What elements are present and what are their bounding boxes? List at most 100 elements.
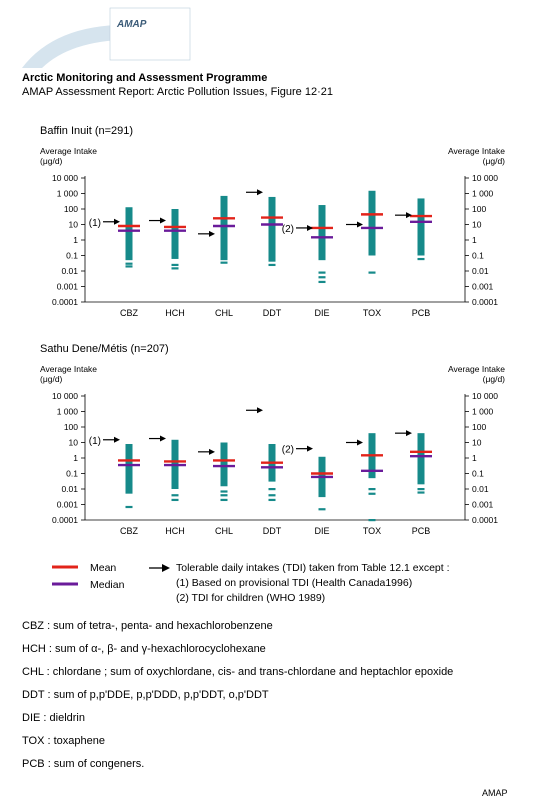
tdi-note: (1) (89, 218, 101, 229)
outlier-mark (171, 498, 179, 502)
y-axis-unit-left: (μg/d) (40, 156, 63, 166)
outlier-mark (417, 491, 425, 494)
outlier-mark (220, 490, 228, 493)
y-tick-label-left: 10 000 (52, 173, 78, 183)
definition-cbz: CBZ : sum of tetra-, penta- and hexachlo… (22, 620, 273, 632)
outlier-mark (268, 494, 276, 497)
range-bar (417, 198, 425, 256)
x-tick-label: CHL (215, 308, 233, 318)
y-tick-label-right: 1 (472, 453, 477, 463)
x-tick-label: HCH (165, 308, 185, 318)
y-tick-label-right: 0.001 (472, 500, 494, 510)
x-tick-label: DDT (263, 308, 282, 318)
outlier-mark (368, 271, 376, 274)
y-tick-label-left: 100 (64, 422, 78, 432)
y-tick-label-left: 1 000 (57, 407, 79, 417)
tdi-arrowhead (257, 189, 263, 196)
y-axis-unit-right: (μg/d) (483, 156, 506, 166)
tdi-arrowhead (209, 230, 215, 237)
definition-ddt: DDT : sum of p,p'DDE, p,p'DDD, p,p'DDT, … (22, 689, 269, 701)
y-tick-label-right: 0.1 (472, 469, 484, 479)
chart-baffin-inuit: Baffin Inuit (n=291) Average Intake (μg/d)… (0, 122, 550, 327)
outlier-mark (125, 265, 133, 268)
page-subtitle: AMAP Assessment Report: Arctic Pollution… (22, 86, 333, 98)
x-tick-label: TOX (363, 308, 381, 318)
y-tick-label-right: 10 000 (472, 173, 498, 183)
logo-text: AMAP (116, 19, 147, 30)
y-tick-label-right: 0.01 (472, 266, 489, 276)
tdi-arrowhead (209, 448, 215, 455)
tdi-arrowhead (257, 407, 263, 414)
outlier-mark (220, 494, 228, 497)
range-bar (368, 190, 376, 256)
x-tick-label: DIE (314, 526, 329, 536)
outlier-mark (125, 262, 133, 265)
y-axis-label-left: Average Intake (40, 364, 97, 374)
range-bar (220, 442, 228, 487)
amap-logo: AMAP (22, 7, 191, 68)
x-tick-label: CBZ (120, 308, 139, 318)
y-tick-label-right: 0.01 (472, 484, 489, 494)
x-tick-label: DIE (314, 308, 329, 318)
y-tick-label-left: 0.1 (66, 251, 78, 261)
outlier-mark (417, 488, 425, 491)
y-tick-label-left: 1 (73, 235, 78, 245)
y-tick-label-left: 0.0001 (52, 515, 78, 525)
tdi-arrowhead (357, 221, 363, 228)
outlier-mark (220, 261, 228, 264)
tdi-arrowhead (114, 218, 120, 225)
tdi-arrowhead (160, 217, 166, 224)
outlier-mark (171, 263, 179, 267)
definition-tox: TOX : toxaphene (22, 735, 105, 747)
tdi-arrowhead (114, 436, 120, 443)
legend-tdi-line2: (1) Based on provisional TDI (Health Can… (176, 577, 413, 589)
y-tick-label-right: 0.1 (472, 251, 484, 261)
y-tick-label-right: 10 000 (472, 391, 498, 401)
y-tick-label-left: 0.1 (66, 469, 78, 479)
y-tick-label-left: 100 (64, 204, 78, 214)
page-title: Arctic Monitoring and Assessment Program… (22, 72, 268, 84)
y-tick-label-right: 0.001 (472, 282, 494, 292)
y-axis-label-right: Average Intake (448, 364, 505, 374)
y-tick-label-left: 0.001 (57, 500, 79, 510)
legend-tdi-line1: Tolerable daily intakes (TDI) taken from… (176, 562, 450, 574)
chart-title: Baffin Inuit (n=291) (40, 125, 133, 137)
definition-die: DIE : dieldrin (22, 712, 85, 724)
legend-median-label: Median (90, 579, 125, 591)
x-tick-label: TOX (363, 526, 381, 536)
outlier-mark (171, 494, 179, 497)
y-tick-label-left: 10 (69, 220, 79, 230)
y-tick-label-left: 0.01 (61, 266, 78, 276)
definition-pcb: PCB : sum of congeners. (22, 758, 145, 770)
outlier-mark (125, 505, 133, 509)
logo-box (109, 7, 191, 61)
tdi-arrowhead (307, 224, 313, 231)
y-tick-label-right: 1 000 (472, 189, 494, 199)
legend-arrow-icon (149, 564, 170, 572)
range-bar (171, 209, 179, 259)
tdi-arrowhead (406, 212, 412, 219)
range-bar (125, 207, 133, 261)
x-tick-label: HCH (165, 526, 185, 536)
chart-title: Sathu Dene/Métis (n=207) (40, 343, 169, 355)
y-tick-label-right: 0.0001 (472, 297, 498, 307)
outlier-mark (268, 488, 276, 491)
legend-tdi-line3: (2) TDI for children (WHO 1989) (176, 592, 326, 604)
y-axis-unit-left: (μg/d) (40, 374, 63, 384)
y-tick-label-right: 100 (472, 204, 486, 214)
chart-sathu-dene: Sathu Dene/Métis (n=207) Average Intake (μ… (0, 340, 550, 545)
y-tick-label-left: 0.01 (61, 484, 78, 494)
y-tick-label-left: 1 (73, 453, 78, 463)
range-bar (220, 195, 228, 261)
definition-chl: CHL : chlordane ; sum of oxychlordane, c… (22, 666, 454, 678)
x-tick-label: DDT (263, 526, 282, 536)
chart-svg-baffin: Baffin Inuit (n=291)Average Intake(μg/d)… (40, 125, 506, 318)
tdi-note: (1) (89, 436, 101, 447)
y-tick-label-left: 0.001 (57, 282, 79, 292)
outlier-mark (318, 280, 326, 284)
outlier-mark (268, 498, 276, 502)
range-bar (125, 444, 133, 494)
outlier-mark (318, 271, 326, 274)
tdi-note: (2) (282, 224, 294, 235)
